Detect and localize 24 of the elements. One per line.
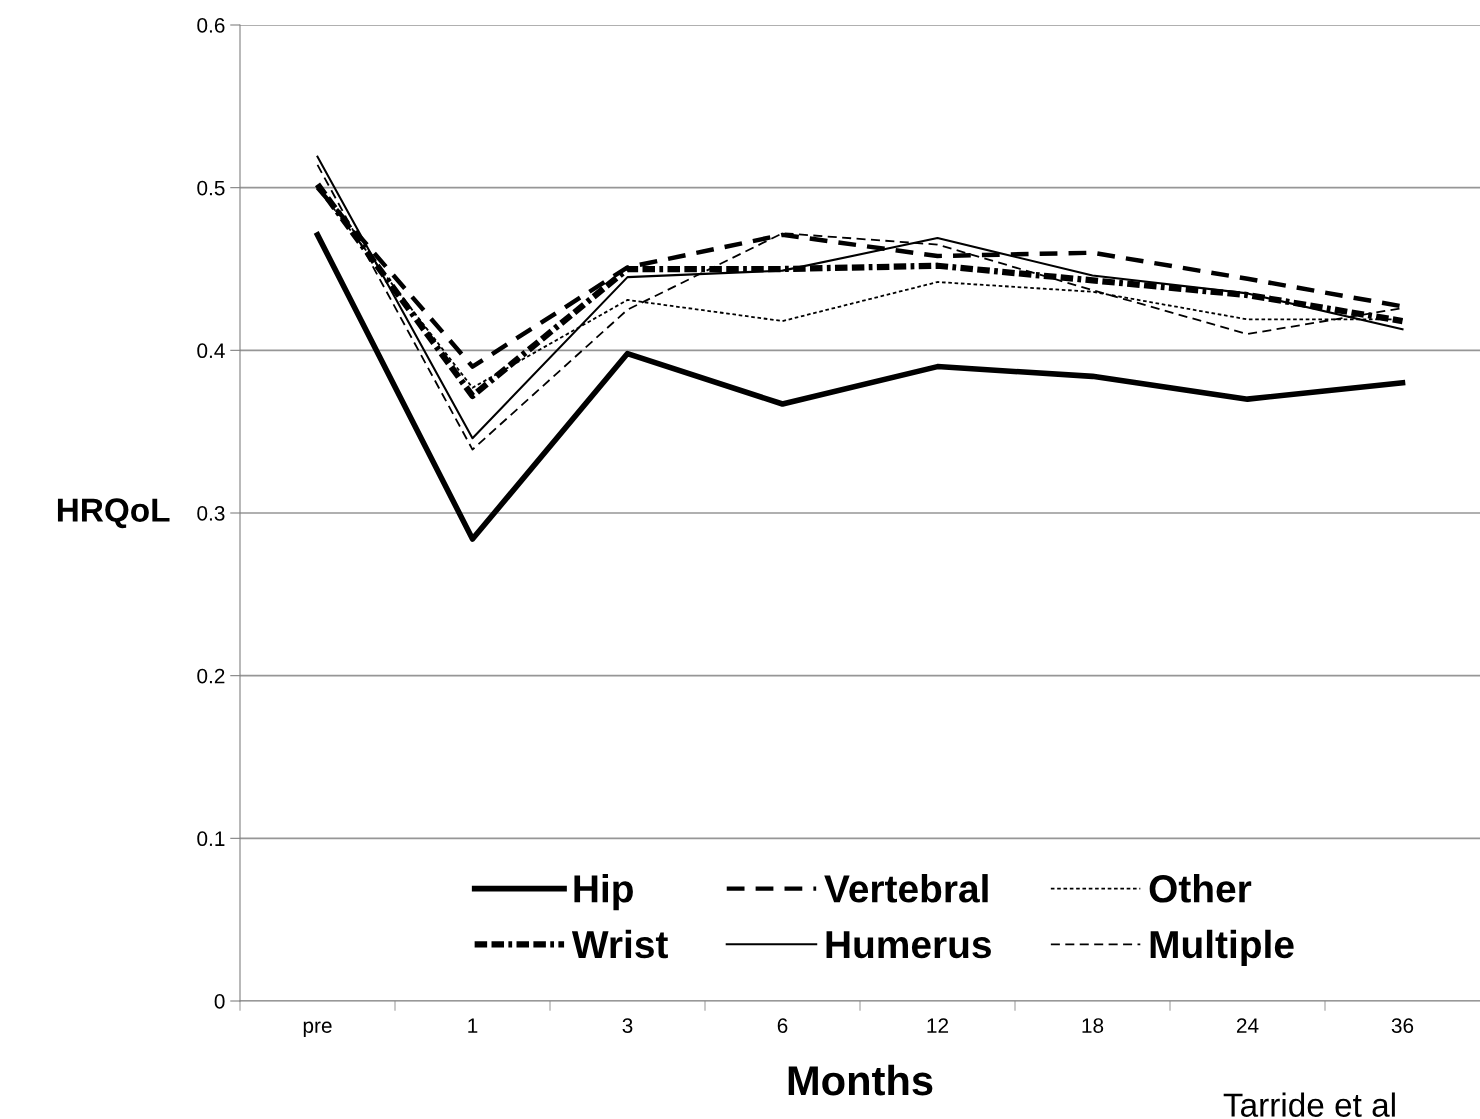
x-tick-label: 12 (927, 1018, 949, 1033)
x-tick-label: 3 (622, 1018, 633, 1033)
y-axis-title: HRQoL (57, 498, 170, 529)
y-tick-label: 0.1 (197, 831, 225, 847)
legend-label: Vertebral (824, 874, 988, 903)
y-tick-label: 0.6 (197, 18, 225, 33)
y-tick-label: 0.5 (197, 180, 225, 196)
x-axis-title: Months (788, 1064, 933, 1096)
legend-label: Humerus (826, 931, 991, 959)
legend-label: Other (1149, 874, 1252, 903)
y-tick-label: 0 (214, 994, 225, 1009)
legend-label: Wrist (571, 929, 668, 959)
y-tick-label: 0.2 (197, 668, 225, 684)
y-tick-label: 0.3 (197, 506, 225, 521)
text: Tarride et al (1223, 1092, 1395, 1117)
x-tick-label: 1 (468, 1018, 478, 1033)
legend-label: Multiple (1150, 929, 1294, 966)
x-tick-label: pre (303, 1021, 332, 1038)
y-tick-label: 0.4 (197, 343, 225, 359)
x-tick-label: 24 (1236, 1018, 1259, 1033)
x-tick-label: 18 (1082, 1018, 1104, 1033)
legend-label: Hip (574, 874, 633, 911)
x-tick-label: 6 (777, 1018, 788, 1033)
x-tick-label: 36 (1391, 1018, 1414, 1033)
